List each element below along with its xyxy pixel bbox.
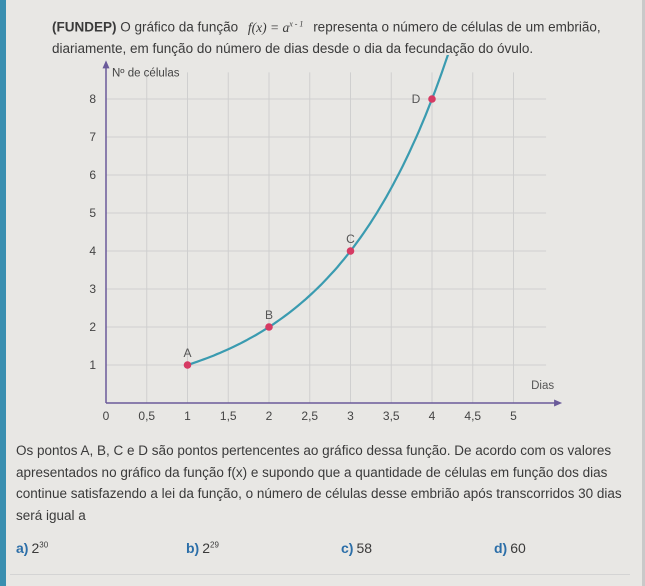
point-a bbox=[183, 361, 192, 369]
y-tick-label: 6 bbox=[89, 168, 96, 182]
point-label: A bbox=[183, 346, 191, 360]
point-d bbox=[428, 95, 436, 103]
y-tick-label: 5 bbox=[89, 206, 96, 220]
option-c[interactable]: c) 58 bbox=[341, 540, 372, 556]
option-value: 58 bbox=[356, 540, 373, 556]
divider bbox=[10, 574, 630, 575]
page-edge bbox=[642, 0, 645, 586]
x-tick-label: 2,5 bbox=[301, 409, 318, 423]
exponential-chart: 0 0,5 1 1,5 2 2,5 3 3,5 4 4,5 5 1 2 3 4 5 6 7 8 Dias Nº de c… bbox=[89, 55, 563, 423]
question-intro: (FUNDEP) O gráfico da função f(x) = ax -… bbox=[52, 13, 632, 59]
option-d[interactable]: d) 60 bbox=[494, 540, 526, 556]
option-letter: b) bbox=[186, 540, 200, 556]
x-tick-label: 3 bbox=[347, 409, 354, 423]
option-letter: c) bbox=[341, 540, 354, 556]
page-edge-strip bbox=[0, 0, 6, 586]
option-letter: d) bbox=[494, 540, 508, 556]
function-curve bbox=[187, 55, 450, 367]
point-label: B bbox=[265, 308, 273, 322]
x-tick-label: 1,5 bbox=[220, 409, 237, 423]
y-axis-label: Nº de células bbox=[112, 67, 180, 79]
x-tick-label: 4 bbox=[429, 409, 436, 423]
intro-after: representa o número de células de um emb… bbox=[52, 19, 601, 56]
option-b[interactable]: b) 229 bbox=[186, 540, 219, 556]
y-tick-label: 7 bbox=[89, 130, 96, 144]
point-label: D bbox=[412, 92, 421, 106]
x-tick-label: 2 bbox=[266, 409, 273, 423]
formula-base: f(x) = a bbox=[247, 19, 290, 35]
point-c bbox=[346, 247, 355, 255]
y-tick-label: 4 bbox=[89, 244, 96, 258]
point-label: C bbox=[346, 232, 355, 246]
option-value: 2 bbox=[31, 540, 40, 556]
point-b bbox=[265, 323, 273, 331]
x-tick-label: 1 bbox=[184, 409, 191, 423]
y-tick-label: 3 bbox=[89, 282, 96, 296]
formula: f(x) = ax - 1 bbox=[247, 19, 304, 35]
formula-exp: x - 1 bbox=[289, 19, 304, 28]
y-tick-label: 1 bbox=[89, 358, 96, 372]
x-tick-label: 5 bbox=[510, 409, 517, 423]
intro-before: O gráfico da função bbox=[120, 19, 239, 35]
x-tick-label: 0,5 bbox=[138, 409, 155, 423]
option-value: 2 bbox=[202, 540, 211, 556]
option-exp: 30 bbox=[39, 540, 49, 550]
x-tick-label: 4,5 bbox=[464, 409, 481, 423]
x-axis-arrow bbox=[554, 399, 563, 407]
y-tick-label: 8 bbox=[89, 92, 96, 106]
option-letter: a) bbox=[16, 540, 29, 556]
option-a[interactable]: a) 230 bbox=[16, 540, 48, 556]
x-tick-label: 3,5 bbox=[383, 409, 400, 423]
y-tick-label: 2 bbox=[89, 320, 96, 334]
option-value: 60 bbox=[510, 540, 526, 556]
x-axis-label: Dias bbox=[531, 380, 554, 392]
option-exp: 29 bbox=[210, 540, 219, 550]
question-source: (FUNDEP) bbox=[52, 19, 117, 35]
question-paragraph: Os pontos A, B, C e D são pontos pertenc… bbox=[16, 443, 622, 523]
x-tick-label: 0 bbox=[103, 409, 110, 423]
y-axis-arrow bbox=[102, 60, 110, 69]
